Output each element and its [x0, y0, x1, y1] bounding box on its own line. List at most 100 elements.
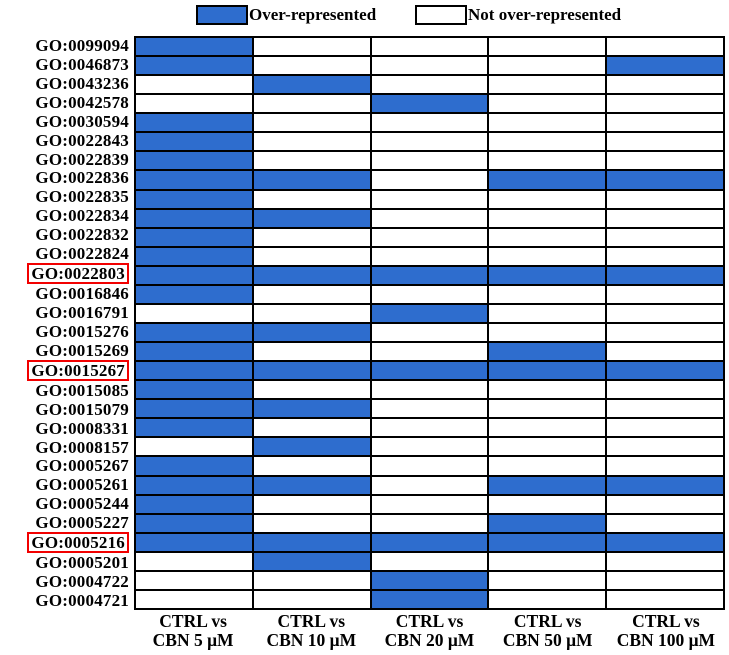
- legend-swatch-empty: [415, 5, 467, 25]
- cell-not-over-represented: [136, 552, 252, 570]
- row-label: GO:0022835: [35, 187, 129, 207]
- row-label: GO:0005261: [35, 475, 129, 495]
- cell-not-over-represented: [607, 114, 723, 132]
- cell-not-over-represented: [489, 285, 606, 303]
- row-label-highlighted: GO:0015267: [0, 359, 132, 381]
- cell-not-over-represented: [136, 95, 252, 113]
- cell-not-over-represented: [489, 228, 606, 246]
- cell-not-over-represented: [489, 76, 606, 94]
- cell-not-over-represented: [489, 381, 606, 399]
- cell-not-over-represented: [489, 438, 606, 456]
- cell-over-represented: [489, 362, 606, 380]
- cell-over-represented: [136, 152, 252, 170]
- cell-not-over-represented: [489, 57, 606, 75]
- cell-over-represented: [136, 324, 252, 342]
- cell-over-represented: [136, 228, 252, 246]
- cell-not-over-represented: [489, 304, 606, 322]
- cell-not-over-represented: [489, 114, 606, 132]
- legend-item-not-over-represented: Not over-represented: [415, 4, 621, 26]
- row-label: GO:0015085: [35, 380, 129, 400]
- row-label: GO:0016791: [35, 302, 129, 322]
- cell-not-over-represented: [607, 247, 723, 265]
- cell-not-over-represented: [253, 228, 370, 246]
- cell-not-over-represented: [607, 438, 723, 456]
- cell-not-over-represented: [489, 38, 606, 56]
- cell-over-represented: [136, 514, 252, 532]
- cell-over-represented: [371, 590, 488, 608]
- cell-over-represented: [371, 571, 488, 589]
- cell-over-represented: [607, 362, 723, 380]
- cell-not-over-represented: [371, 247, 488, 265]
- cell-not-over-represented: [371, 419, 488, 437]
- cell-not-over-represented: [371, 400, 488, 418]
- cell-not-over-represented: [253, 57, 370, 75]
- cell-over-represented: [253, 266, 370, 284]
- cell-not-over-represented: [136, 590, 252, 608]
- cell-over-represented: [136, 133, 252, 151]
- cell-not-over-represented: [253, 133, 370, 151]
- cell-not-over-represented: [489, 495, 606, 513]
- row-label: GO:0016846: [35, 284, 129, 304]
- cell-not-over-represented: [607, 38, 723, 56]
- cell-not-over-represented: [136, 571, 252, 589]
- row-label: GO:0022832: [35, 225, 129, 245]
- cell-not-over-represented: [371, 152, 488, 170]
- row-label: GO:0015079: [35, 399, 129, 419]
- cell-over-represented: [489, 514, 606, 532]
- cell-over-represented: [371, 533, 488, 551]
- highlight-box: GO:0015267: [27, 359, 129, 381]
- cell-not-over-represented: [607, 400, 723, 418]
- cell-over-represented: [489, 476, 606, 494]
- cell-over-represented: [136, 57, 252, 75]
- cell-not-over-represented: [371, 209, 488, 227]
- cell-not-over-represented: [253, 114, 370, 132]
- cell-over-represented: [136, 495, 252, 513]
- highlight-box: GO:0005216: [27, 532, 129, 554]
- cell-over-represented: [136, 476, 252, 494]
- row-label: GO:0030594: [35, 111, 129, 131]
- cell-not-over-represented: [371, 552, 488, 570]
- cell-not-over-represented: [371, 438, 488, 456]
- row-label: GO:0015269: [35, 340, 129, 360]
- row-label: GO:0005267: [35, 456, 129, 476]
- cell-not-over-represented: [607, 495, 723, 513]
- cell-not-over-represented: [607, 381, 723, 399]
- row-label-highlighted: GO:0005216: [0, 532, 132, 554]
- cell-over-represented: [253, 400, 370, 418]
- cell-over-represented: [489, 343, 606, 361]
- heatmap-grid: [134, 36, 725, 610]
- cell-over-represented: [607, 171, 723, 189]
- cell-not-over-represented: [489, 190, 606, 208]
- cell-not-over-represented: [371, 381, 488, 399]
- cell-not-over-represented: [489, 400, 606, 418]
- legend-swatch-filled: [196, 5, 248, 25]
- cell-not-over-represented: [371, 190, 488, 208]
- cell-not-over-represented: [371, 324, 488, 342]
- cell-not-over-represented: [371, 133, 488, 151]
- cell-over-represented: [136, 38, 252, 56]
- cell-not-over-represented: [253, 190, 370, 208]
- highlight-box: GO:0022803: [27, 263, 129, 285]
- row-label: GO:0015276: [35, 321, 129, 341]
- cell-not-over-represented: [253, 495, 370, 513]
- cell-not-over-represented: [371, 76, 488, 94]
- cell-over-represented: [253, 476, 370, 494]
- cell-over-represented: [489, 171, 606, 189]
- cell-over-represented: [489, 266, 606, 284]
- row-label: GO:0043236: [35, 73, 129, 93]
- row-label: GO:0042578: [35, 92, 129, 112]
- cell-over-represented: [136, 362, 252, 380]
- column-label: CTRL vs CBN 100 μM: [616, 611, 716, 650]
- cell-not-over-represented: [607, 285, 723, 303]
- cell-not-over-represented: [607, 419, 723, 437]
- cell-not-over-represented: [371, 514, 488, 532]
- cell-not-over-represented: [607, 209, 723, 227]
- cell-not-over-represented: [371, 476, 488, 494]
- cell-over-represented: [371, 362, 488, 380]
- cell-not-over-represented: [607, 228, 723, 246]
- cell-not-over-represented: [371, 114, 488, 132]
- row-label: GO:0022836: [35, 168, 129, 188]
- cell-over-represented: [136, 247, 252, 265]
- cell-over-represented: [136, 209, 252, 227]
- column-label: CTRL vs CBN 5 μM: [152, 611, 234, 650]
